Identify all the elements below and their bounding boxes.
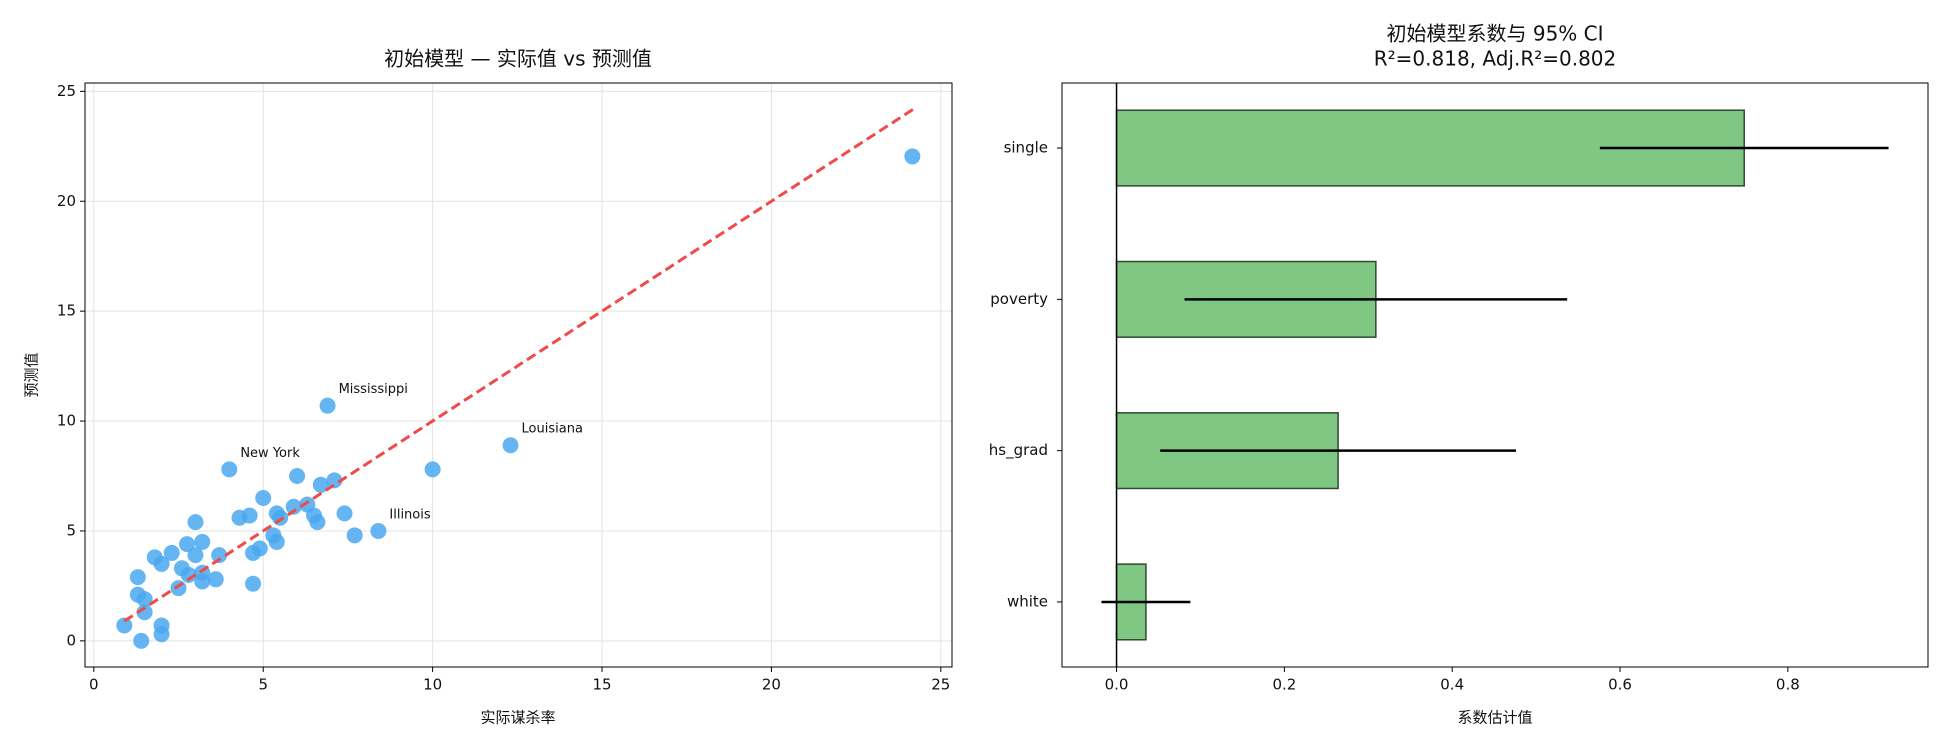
point	[424, 461, 441, 478]
point	[312, 476, 329, 493]
chart-title: 初始模型系数与 95% CI	[1386, 22, 1603, 46]
reference-line	[123, 107, 915, 623]
chart-subtitle: R²=0.818, Adj.R²=0.802	[1374, 47, 1617, 71]
point	[207, 571, 224, 588]
y-axis-label: 预测值	[23, 352, 41, 397]
x-tick-label: 0.6	[1608, 676, 1632, 694]
x-tick-label: 10	[423, 676, 442, 694]
chart-title: 初始模型 — 实际值 vs 预测值	[384, 47, 652, 71]
x-tick-label: 0.0	[1105, 676, 1129, 694]
point	[241, 507, 258, 524]
point	[245, 544, 262, 561]
point	[502, 437, 519, 454]
y-tick-label: 5	[66, 521, 76, 539]
point	[904, 148, 921, 165]
x-tick-label: 5	[258, 676, 268, 694]
x-tick-label: 0.4	[1440, 676, 1464, 694]
point	[268, 533, 285, 550]
point	[163, 544, 180, 561]
y-tick-label: 25	[57, 82, 76, 100]
point	[187, 547, 204, 564]
point	[136, 604, 153, 621]
x-tick-label: 0.2	[1272, 676, 1296, 694]
plot-frame	[1061, 82, 1929, 668]
annotation: Illinois	[389, 507, 430, 522]
point	[289, 467, 306, 484]
x-tick-label: 0.8	[1776, 676, 1800, 694]
x-axis-label: 系数估计值	[1457, 709, 1532, 727]
point	[170, 580, 187, 597]
y-tick-label: 20	[57, 192, 76, 210]
point	[187, 514, 204, 531]
point	[178, 536, 195, 553]
point	[336, 505, 353, 522]
y-tick-label: hs_grad	[989, 441, 1048, 460]
point	[245, 575, 262, 592]
y-tick-label: poverty	[990, 290, 1048, 308]
y-tick-label: single	[1004, 139, 1048, 157]
plot-frame	[84, 82, 953, 668]
point	[370, 522, 387, 539]
annotation: New York	[240, 446, 300, 461]
point	[272, 509, 289, 526]
point	[136, 591, 153, 608]
x-axis-label: 实际谋杀率	[480, 709, 555, 727]
point	[255, 489, 272, 506]
point	[221, 461, 238, 478]
y-tick-label: 10	[57, 412, 76, 430]
y-tick-label: 15	[57, 302, 76, 320]
point	[153, 555, 170, 572]
annotation: Mississippi	[339, 382, 408, 397]
point	[129, 569, 146, 586]
point	[116, 617, 133, 634]
point	[319, 397, 336, 414]
annotation: Louisiana	[522, 422, 583, 437]
point	[285, 498, 302, 515]
point	[194, 573, 211, 590]
point	[211, 547, 228, 564]
y-tick-label: 0	[66, 631, 76, 649]
x-tick-label: 25	[931, 676, 950, 694]
point	[326, 472, 343, 489]
point	[194, 533, 211, 550]
point	[309, 514, 326, 531]
point	[346, 527, 363, 544]
point	[180, 566, 197, 583]
point	[133, 632, 150, 649]
y-tick-label: white	[1007, 592, 1048, 610]
x-tick-label: 20	[762, 676, 781, 694]
point	[153, 626, 170, 643]
x-tick-label: 15	[592, 676, 611, 694]
x-tick-label: 0	[89, 676, 99, 694]
